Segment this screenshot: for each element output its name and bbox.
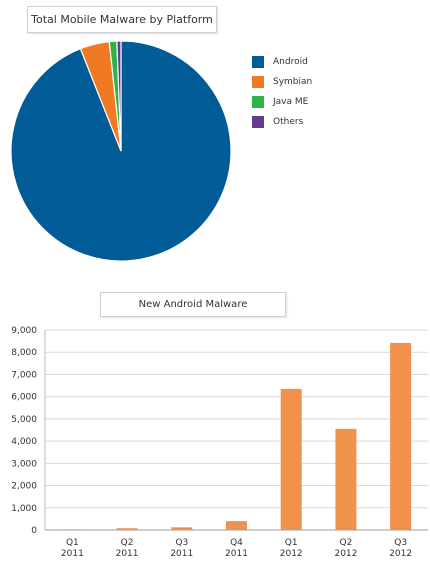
x-tick-label-year: 2011 (61, 549, 84, 559)
bar-q1-2011 (61, 529, 83, 530)
y-tick-label: 1,000 (11, 504, 37, 514)
x-tick-label-year: 2012 (389, 549, 412, 559)
x-tick-label-year: 2011 (225, 549, 248, 559)
bar-q2-2011 (116, 528, 138, 530)
x-tick-label-quarter: Q4 (230, 538, 243, 548)
x-tick-label-quarter: Q1 (66, 538, 79, 548)
legend-label-symbian: Symbian (273, 77, 313, 87)
y-tick-label: 0 (31, 526, 37, 536)
bar-q4-2011 (226, 521, 247, 530)
x-tick-label-quarter: Q1 (285, 538, 298, 548)
y-tick-label: 2,000 (11, 482, 37, 492)
legend-swatch-others (252, 116, 264, 128)
bar-q1-2012 (280, 388, 302, 530)
y-tick-label: 7,000 (11, 370, 37, 380)
legend-label-java-me: Java ME (273, 97, 309, 107)
x-tick-label-year: 2012 (334, 549, 357, 559)
x-tick-label-quarter: Q3 (394, 538, 407, 548)
pie-chart (10, 40, 232, 262)
pie-slice-others (116, 40, 122, 152)
y-tick-label: 9,000 (11, 326, 37, 336)
y-tick-label: 6,000 (11, 393, 37, 403)
y-tick-label: 3,000 (11, 459, 37, 469)
x-tick-label-year: 2011 (116, 549, 139, 559)
legend-swatch-android (252, 56, 264, 68)
pie-chart-title: Total Mobile Malware by Platform (27, 6, 217, 33)
x-tick-label-year: 2011 (170, 549, 193, 559)
bar-chart-title: New Android Malware (100, 292, 286, 317)
legend-label-android: Android (273, 57, 308, 67)
bar-q3-2012 (390, 342, 412, 530)
legend-swatch-symbian (252, 76, 264, 88)
legend-swatch-java-me (252, 96, 264, 108)
bar-q3-2011 (171, 527, 193, 530)
legend-label-others: Others (273, 117, 304, 127)
y-tick-label: 4,000 (11, 437, 37, 447)
x-tick-label-year: 2012 (280, 549, 303, 559)
x-tick-label-quarter: Q2 (121, 538, 134, 548)
y-tick-label: 5,000 (11, 415, 37, 425)
y-tick-label: 8,000 (11, 348, 37, 358)
bar-gridlines (45, 329, 428, 531)
x-tick-label-quarter: Q2 (340, 538, 353, 548)
bar-q2-2012 (335, 428, 357, 530)
x-tick-label-quarter: Q3 (175, 538, 188, 548)
